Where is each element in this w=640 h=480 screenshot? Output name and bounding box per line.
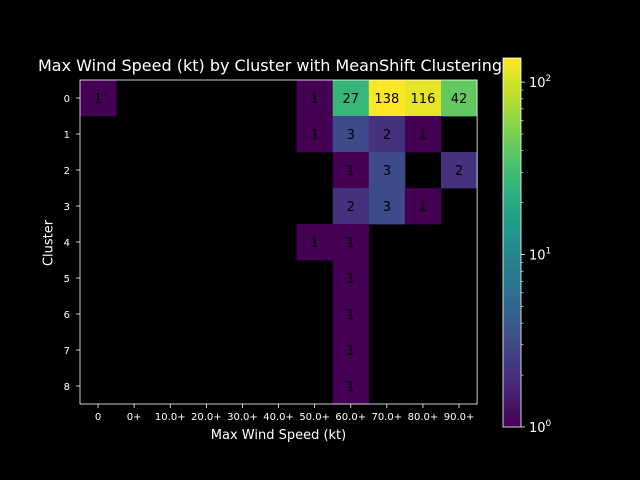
- x-tick-label: 80.0+: [408, 412, 439, 423]
- cell-value-label: 27: [342, 92, 359, 107]
- cell-value-label: 1: [419, 200, 427, 215]
- y-tick-label: 3: [64, 202, 70, 213]
- cell-value-label: 3: [383, 200, 391, 215]
- x-tick-label: 60.0+: [335, 412, 366, 423]
- cell-value-label: 2: [347, 200, 355, 215]
- y-tick-label: 4: [64, 238, 70, 249]
- cell-value-label: 2: [383, 128, 391, 143]
- x-tick-label: 20.0+: [191, 412, 222, 423]
- heatmap-cell: [296, 116, 334, 153]
- chart-title: Max Wind Speed (kt) by Cluster with Mean…: [38, 56, 503, 75]
- heatmap-cell: [332, 332, 370, 369]
- x-tick-label: 10.0+: [155, 412, 186, 423]
- x-tick-label: 70.0+: [372, 412, 403, 423]
- cell-value-label: 1: [347, 308, 355, 323]
- heatmap-cell: [368, 188, 406, 225]
- colorbar-tick-label: 100: [529, 419, 552, 436]
- heatmap-cell: [441, 80, 478, 117]
- cell-value-label: 1: [347, 380, 355, 395]
- cell-value-label: 1: [311, 92, 319, 107]
- heatmap-cell: [332, 116, 370, 153]
- heatmap-cell: [80, 80, 117, 117]
- x-tick-label: 0: [95, 412, 101, 423]
- heatmap-cell: [368, 80, 406, 117]
- heatmap-cell: [404, 188, 442, 225]
- colorbar-tick-label: 101: [529, 247, 551, 264]
- heatmap-cell: [368, 116, 406, 153]
- colorbar-tick-label: 102: [529, 74, 551, 91]
- x-axis-label: Max Wind Speed (kt): [210, 428, 347, 443]
- colorbar-frame: [502, 57, 522, 428]
- y-tick-label: 0: [64, 94, 70, 105]
- y-tick-label: 1: [64, 130, 70, 141]
- y-tick-label: 8: [64, 382, 70, 393]
- cell-value-label: 1: [419, 128, 427, 143]
- cell-value-label: 1: [311, 128, 319, 143]
- cell-value-label: 1: [94, 92, 102, 107]
- cell-value-label: 1: [347, 344, 355, 359]
- heatmap-cell: [332, 152, 370, 189]
- cell-value-label: 2: [455, 164, 463, 179]
- y-tick-label: 6: [64, 310, 70, 321]
- heatmap-cell: [296, 80, 334, 117]
- heatmap-cell: [332, 80, 370, 117]
- cell-value-label: 138: [374, 92, 399, 107]
- heatmap-cell: [332, 368, 370, 405]
- cell-value-label: 116: [411, 92, 436, 107]
- heatmap-cell: [368, 152, 406, 189]
- cell-value-label: 3: [347, 128, 355, 143]
- cell-value-label: 1: [347, 164, 355, 179]
- heatmap-cell: [296, 224, 334, 261]
- cell-value-label: 1: [311, 236, 319, 251]
- heatmap-cell: [404, 80, 442, 117]
- heatmap-cell: [404, 116, 442, 153]
- x-tick-label: 0+: [127, 412, 142, 423]
- cell-value-label: 3: [383, 164, 391, 179]
- heatmap-cell: [441, 152, 478, 189]
- heatmap-cell: [332, 224, 370, 261]
- cell-value-label: 42: [451, 92, 468, 107]
- cell-value-label: 1: [347, 236, 355, 251]
- cell-value-label: 1: [347, 272, 355, 287]
- heatmap-cell: [332, 260, 370, 297]
- y-axis-label: Cluster: [41, 219, 57, 267]
- y-tick-label: 2: [64, 166, 70, 177]
- x-tick-label: 90.0+: [444, 412, 475, 423]
- colorbar: [503, 58, 521, 427]
- heatmap-cell: [332, 188, 370, 225]
- x-tick-label: 30.0+: [227, 412, 258, 423]
- x-tick-label: 40.0+: [263, 412, 294, 423]
- x-tick-label: 50.0+: [299, 412, 330, 423]
- heatmap-cell: [332, 296, 370, 333]
- y-tick-label: 7: [64, 346, 70, 357]
- y-tick-label: 5: [64, 274, 70, 285]
